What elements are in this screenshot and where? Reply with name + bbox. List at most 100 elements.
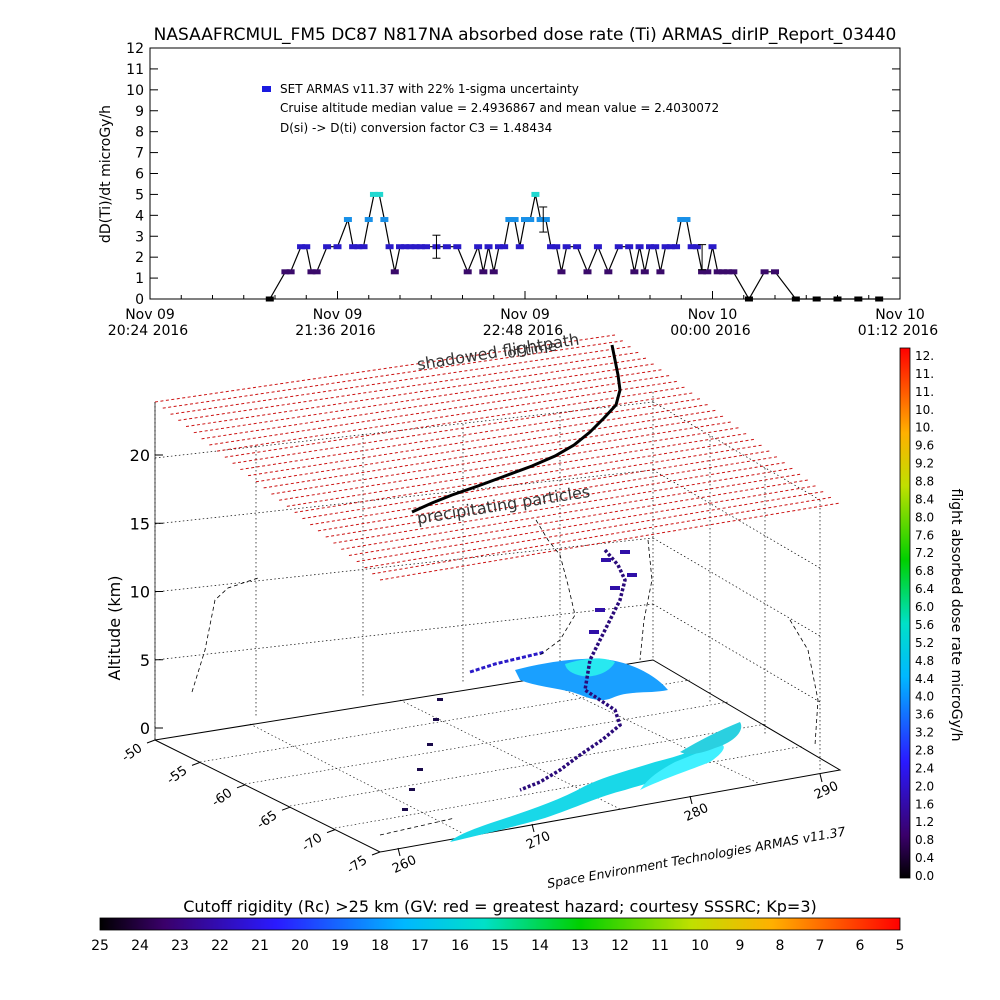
flight-path-marker	[409, 788, 415, 791]
hazard-line	[154, 334, 616, 403]
y-tick-label: 0	[135, 292, 144, 308]
colorbar-vertical-label: 0.4	[915, 851, 934, 865]
latitude-tick	[326, 829, 336, 834]
flight-path-marker	[402, 808, 408, 811]
data-point	[635, 244, 644, 250]
data-point	[489, 269, 498, 275]
data-point	[494, 244, 503, 250]
data-point	[604, 269, 613, 275]
data-point	[791, 296, 800, 302]
data-point	[744, 296, 753, 302]
land-mass-south-america	[450, 722, 742, 842]
latitude-axis-ticks: -50 -55 -60 -65 -70 -75	[119, 739, 381, 877]
altitude-tick-label: 10	[130, 583, 150, 602]
altitude-tick-label: 15	[130, 514, 150, 533]
longitude-tick-label: 290	[812, 779, 841, 803]
data-point	[505, 217, 514, 223]
data-point	[401, 244, 410, 250]
flight-path-cluster	[610, 586, 620, 590]
shadowed-flightpath	[191, 519, 819, 836]
data-point	[380, 217, 389, 223]
data-point	[573, 244, 582, 250]
hazard-line	[248, 404, 709, 477]
colorbar-vertical-label: 8.8	[915, 475, 934, 489]
data-point	[656, 269, 665, 275]
data-point	[593, 244, 602, 250]
colorbar-vertical-label: 0.8	[915, 833, 934, 847]
colorbar-vertical-label: 5.6	[915, 618, 934, 632]
colorbar-vertical-label: 6.8	[915, 564, 934, 578]
data-point	[369, 191, 378, 197]
data-point	[760, 269, 769, 275]
colorbar-horizontal-label: 23	[171, 938, 189, 954]
longitude-tick	[397, 847, 401, 857]
data-point	[646, 244, 654, 250]
latitude-tick	[146, 739, 156, 744]
altitude-axis-ticks: 0 5 10 15 20	[130, 446, 163, 738]
data-point	[297, 244, 306, 250]
data-point	[875, 296, 884, 302]
data-point	[453, 244, 462, 250]
longitude-tick-label: 270	[524, 829, 553, 853]
data-point	[416, 244, 425, 250]
flight-path-cluster	[589, 630, 599, 634]
colorbar-vertical-label: 8.0	[915, 510, 934, 524]
x-tick-time: 20:24 2016	[108, 323, 189, 339]
colorbar-horizontal	[99, 917, 901, 931]
y-axis-label: dD(Ti)/dt microGy/h	[98, 105, 114, 243]
data-point	[812, 296, 821, 302]
flight-path-marker	[433, 718, 439, 721]
data-point	[354, 244, 363, 250]
data-point	[854, 296, 863, 302]
annotation-of-time: of time	[506, 338, 557, 362]
y-tick-label: 11	[126, 62, 144, 78]
colorbar-horizontal-label: 10	[691, 938, 709, 954]
hazard-line	[364, 490, 825, 569]
latitude-tick-label: -60	[209, 786, 235, 810]
colorbar-vertical-label: 9.6	[915, 439, 934, 453]
longitude-tick-label: 280	[682, 801, 711, 825]
data-point	[672, 244, 681, 250]
colorbar-vertical	[899, 347, 911, 879]
flight-path-marker	[417, 768, 423, 771]
data-point	[583, 269, 592, 275]
cutoff-rigidity-colorbar: Cutoff rigidity (Rc) >25 km (GV: red = g…	[91, 897, 904, 954]
data-point	[630, 269, 639, 275]
data-point	[536, 217, 545, 223]
x-tick-time: 01:12 2016	[858, 323, 939, 339]
x-tick-date: Nov 09	[500, 307, 550, 323]
colorbar-vertical-label: 4.8	[915, 654, 934, 668]
y-tick-label: 5	[135, 187, 144, 203]
hazard-line	[279, 427, 740, 501]
data-point	[724, 269, 733, 275]
y-tick-label: 6	[135, 167, 144, 183]
latitude-tick	[236, 784, 246, 789]
data-point	[281, 269, 290, 275]
hazard-line	[333, 467, 794, 544]
data-point	[708, 244, 717, 250]
data-point	[547, 244, 556, 250]
data-point	[692, 244, 701, 250]
data-point	[614, 244, 623, 250]
data-point	[396, 244, 404, 250]
data-point	[682, 217, 691, 223]
hazard-line	[178, 351, 639, 421]
colorbar-horizontal-label: 13	[571, 938, 589, 954]
data-point	[479, 269, 488, 275]
colorbar-vertical-label: 5.2	[915, 636, 934, 650]
latitude-tick	[191, 761, 201, 766]
data-point	[833, 296, 842, 302]
colorbar-horizontal-label: 21	[251, 938, 269, 954]
hazard-line	[310, 450, 771, 526]
3d-floor	[154, 402, 842, 853]
data-point	[484, 244, 493, 250]
colorbar-vertical-label: 7.2	[915, 546, 934, 560]
longitude-tick-label: 260	[390, 853, 419, 877]
colorbar-horizontal-label: 20	[291, 938, 309, 954]
data-point	[422, 244, 431, 250]
altitude-tick-label: 5	[140, 651, 150, 670]
data-point	[718, 269, 727, 275]
colorbar-horizontal-labels: 25 24 23 22 21 20 19 18 17 16 15 14 13 12 11 10 9 8 7 6 5	[91, 938, 904, 954]
data-point	[713, 269, 722, 275]
